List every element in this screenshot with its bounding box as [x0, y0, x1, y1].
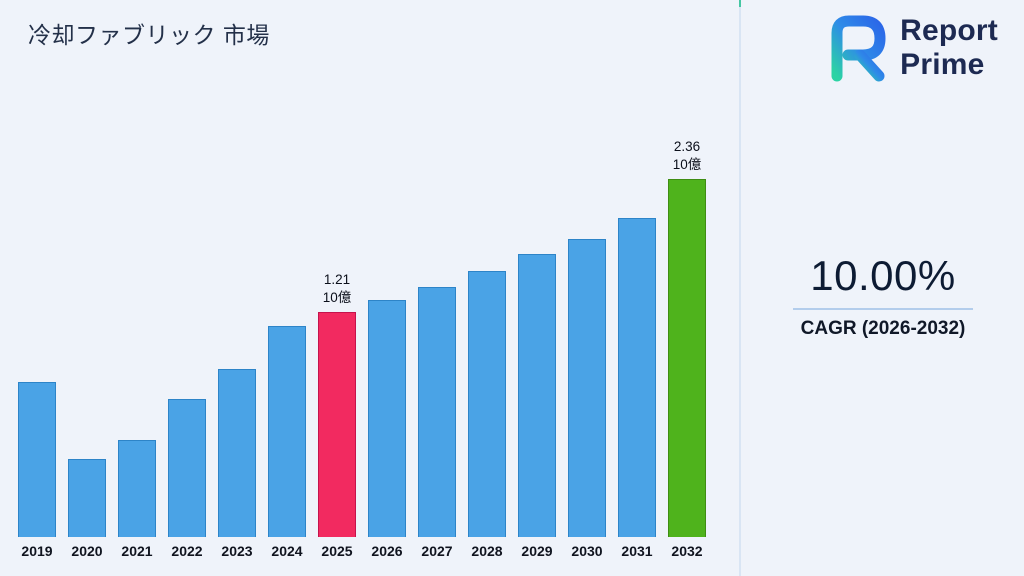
x-axis-label-2029: 2029	[521, 543, 553, 559]
x-axis-label-2023: 2023	[221, 543, 253, 559]
report-prime-logo-icon	[831, 15, 886, 82]
bar-column-2023: 2023	[218, 369, 256, 559]
bar-column-2025: 1.21 10億 2025	[318, 271, 356, 559]
bar-chart: 2019 2020 2021 2022 2023 2024 1.21 10億 2025 2026 2…	[18, 138, 706, 559]
bar-2025	[318, 312, 356, 537]
cagr-panel: 10.00% CAGR (2026-2032)	[742, 252, 1024, 340]
x-axis-label-2031: 2031	[621, 543, 653, 559]
bar-column-2019: 2019	[18, 382, 56, 559]
cagr-label: CAGR (2026-2032)	[800, 318, 966, 339]
logo-text-prime: Prime	[900, 48, 985, 81]
bar-2019	[18, 382, 56, 537]
bar-2028	[468, 271, 506, 537]
report-prime-logo: Report Prime	[816, 10, 998, 86]
x-axis-label-2027: 2027	[421, 543, 453, 559]
vertical-divider	[739, 0, 741, 576]
bar-column-2029: 2029	[518, 254, 556, 559]
x-axis-label-2030: 2030	[571, 543, 603, 559]
x-axis-label-2020: 2020	[71, 543, 103, 559]
bar-column-2024: 2024	[268, 326, 306, 559]
bar-2027	[418, 287, 456, 537]
bar-value-label-2032: 2.36 10億	[672, 139, 702, 173]
bar-2023	[218, 369, 256, 537]
x-axis-label-2021: 2021	[121, 543, 153, 559]
logo-text-report: Report	[900, 14, 998, 47]
logo-text: Report Prime	[900, 14, 998, 82]
cagr-value: 10.00%	[810, 252, 956, 299]
cagr-underline	[793, 308, 973, 310]
x-axis-label-2025: 2025	[321, 543, 353, 559]
bar-column-2032: 2.36 10億 2032	[668, 138, 706, 559]
bar-2022	[168, 399, 206, 537]
bar-2030	[568, 239, 606, 537]
bar-2029	[518, 254, 556, 537]
bar-column-2030: 2030	[568, 239, 606, 559]
x-axis-label-2024: 2024	[271, 543, 303, 559]
x-axis-label-2028: 2028	[471, 543, 503, 559]
bar-column-2026: 2026	[368, 300, 406, 559]
bar-2026	[368, 300, 406, 537]
x-axis-label-2032: 2032	[671, 543, 703, 559]
bar-column-2028: 2028	[468, 271, 506, 559]
bar-column-2031: 2031	[618, 218, 656, 559]
bar-value-label-2025: 1.21 10億	[322, 272, 352, 306]
x-axis-label-2022: 2022	[171, 543, 203, 559]
bar-2031	[618, 218, 656, 537]
bar-column-2021: 2021	[118, 440, 156, 559]
page-title: 冷却ファブリック 市場	[28, 22, 270, 48]
x-axis-label-2026: 2026	[371, 543, 403, 559]
x-axis-label-2019: 2019	[21, 543, 53, 559]
bar-2032	[668, 179, 706, 537]
bar-2021	[118, 440, 156, 537]
bar-column-2027: 2027	[418, 287, 456, 559]
bar-2024	[268, 326, 306, 537]
bar-column-2020: 2020	[68, 459, 106, 559]
bar-2020	[68, 459, 106, 537]
bar-column-2022: 2022	[168, 399, 206, 559]
